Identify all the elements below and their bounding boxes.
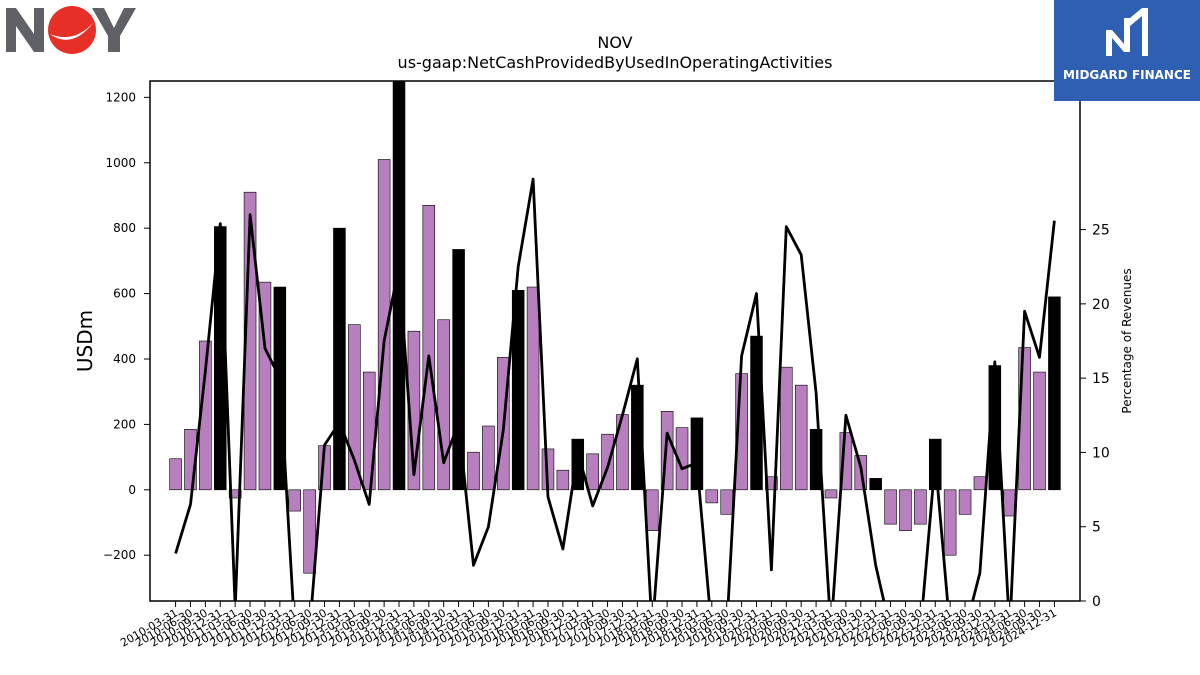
bar-2023-03-31 xyxy=(943,489,957,556)
bar-2023-06-30 xyxy=(958,489,972,515)
company-logo xyxy=(4,4,136,56)
chart-title: NOV xyxy=(597,33,633,52)
y2-tick-label: 5 xyxy=(1092,520,1101,536)
y-tick-label: 0 xyxy=(128,483,136,497)
bar-2018-09-30 xyxy=(675,427,689,491)
watermark-logo-icon xyxy=(1106,8,1148,56)
bar-2021-03-31 xyxy=(824,489,838,499)
y-tick-label: 1200 xyxy=(105,90,136,104)
bar-2020-09-30 xyxy=(794,384,808,491)
bar-2016-03-31 xyxy=(526,286,540,491)
bar-2022-03-31 xyxy=(884,489,897,525)
bar-2021-12-31 xyxy=(869,478,882,491)
bar-2019-06-30 xyxy=(720,489,733,515)
y-tick-label: 1000 xyxy=(105,156,136,170)
bar-2015-12-31 xyxy=(511,290,525,491)
bar-2017-06-30 xyxy=(601,433,614,491)
y-tick-label: −200 xyxy=(103,548,136,562)
y-tick-label: 600 xyxy=(113,287,136,301)
bar-2011-03-31 xyxy=(228,489,242,499)
y2-axis-label: Percentage of Revenues xyxy=(1120,268,1134,413)
y2-tick-label: 20 xyxy=(1092,297,1110,313)
y2-tick-label: 10 xyxy=(1092,445,1110,461)
bar-2012-12-31 xyxy=(333,227,346,491)
bar-2012-03-31 xyxy=(288,489,302,512)
bar-2014-12-31 xyxy=(452,249,465,491)
bar-2020-06-30 xyxy=(780,366,793,491)
bar-2023-09-30 xyxy=(973,476,987,491)
x-axis-ticks: 2010-03-312010-06-302010-09-302010-12-31… xyxy=(118,601,1059,650)
y-axis-label: USDm xyxy=(73,310,97,372)
watermark-logo: MIDGARD FINANCE xyxy=(1054,0,1200,101)
y-tick-label: 400 xyxy=(113,352,136,366)
bar-2012-06-30 xyxy=(303,489,316,574)
bar-2014-09-30 xyxy=(437,319,450,491)
ratio-line xyxy=(174,177,1056,601)
bar-2018-03-31 xyxy=(645,489,659,531)
y2-axis-ticks: 0 5 10 15 20 25 xyxy=(1080,223,1110,610)
bar-2011-09-30 xyxy=(258,281,272,491)
bar-2024-09-30 xyxy=(1033,371,1046,491)
y2-tick-label: 15 xyxy=(1092,371,1110,387)
bar-2022-06-30 xyxy=(899,489,912,531)
bar-2020-12-31 xyxy=(809,429,823,491)
plot-frame xyxy=(149,80,1081,602)
bar-2018-12-31 xyxy=(690,417,704,491)
bar-2017-03-31 xyxy=(586,453,599,491)
bar-2015-06-30 xyxy=(482,425,495,491)
y2-tick-label: 25 xyxy=(1092,223,1110,239)
bar-2016-09-30 xyxy=(556,469,570,491)
bar-2024-12-31 xyxy=(1048,296,1061,491)
bar-2014-06-30 xyxy=(422,204,436,491)
bar-2010-03-31 xyxy=(169,458,182,491)
y-tick-label: 800 xyxy=(113,221,136,235)
chart-subtitle: us-gaap:NetCashProvidedByUsedInOperating… xyxy=(397,53,833,72)
y2-tick-label: 0 xyxy=(1092,594,1101,610)
watermark-text: MIDGARD FINANCE xyxy=(1063,68,1191,82)
bar-2019-03-31 xyxy=(705,489,719,504)
bar-2013-03-31 xyxy=(348,324,361,491)
y-axis-ticks: −200 0 200 400 600 800 1000 1200 xyxy=(103,90,150,562)
bar-series xyxy=(169,80,1061,574)
bar-2013-09-30 xyxy=(377,159,391,491)
bar-2022-09-30 xyxy=(914,489,927,525)
bar-2016-12-31 xyxy=(571,438,585,491)
bar-2015-03-31 xyxy=(467,451,480,491)
company-logo-icon xyxy=(6,6,136,54)
y-tick-label: 200 xyxy=(113,417,136,431)
